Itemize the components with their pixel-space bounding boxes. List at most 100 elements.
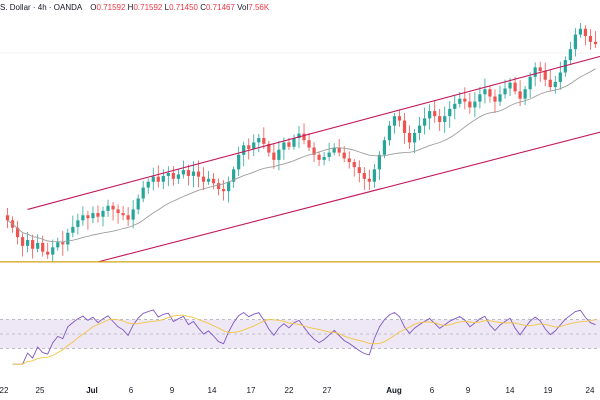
- x-tick-label: 9: [170, 386, 175, 395]
- x-tick-label: 6: [430, 386, 435, 395]
- candle: [146, 178, 150, 195]
- x-tick-label: Jul: [86, 386, 98, 395]
- low-value: 0.71450: [169, 3, 198, 12]
- x-tick-label: 9: [466, 386, 471, 395]
- candle: [181, 160, 186, 179]
- candle-body: [111, 205, 115, 210]
- candle-body: [171, 173, 175, 179]
- volume-value: 7.56K: [248, 3, 270, 12]
- candle-body: [156, 176, 160, 182]
- candle: [367, 169, 371, 191]
- candle: [317, 151, 321, 166]
- oscillator-pane[interactable]: [0, 309, 600, 365]
- candle-body: [221, 189, 226, 192]
- candle-body: [508, 82, 512, 89]
- candle-body: [292, 138, 296, 147]
- candle: [247, 138, 251, 160]
- candle-body: [397, 116, 402, 121]
- candle: [402, 112, 407, 144]
- candle-body: [211, 178, 216, 184]
- candle-body: [252, 142, 256, 149]
- candle-body: [131, 209, 135, 220]
- candle-body: [31, 240, 35, 249]
- candle: [126, 207, 130, 227]
- candle-body: [332, 147, 336, 153]
- candle: [513, 76, 517, 95]
- candle: [548, 69, 552, 92]
- x-tick-label: 19: [544, 386, 553, 395]
- candle: [538, 61, 542, 82]
- candle-body: [196, 171, 201, 177]
- candle-body: [433, 111, 437, 117]
- candle: [483, 78, 487, 104]
- candle: [227, 176, 231, 203]
- candle-body: [428, 111, 432, 119]
- candle: [347, 151, 351, 169]
- candle: [433, 100, 437, 123]
- candle-body: [216, 183, 221, 190]
- x-tick-label: 24: [586, 386, 595, 395]
- candle: [438, 108, 442, 132]
- candle: [206, 171, 211, 185]
- candle: [101, 206, 105, 227]
- candle: [443, 106, 447, 133]
- x-tick-label: 27: [323, 386, 332, 395]
- candle-body: [272, 152, 276, 160]
- candle-body: [488, 89, 492, 97]
- candle-body: [267, 143, 271, 153]
- candle: [453, 95, 457, 120]
- moving-average-line: [7, 68, 596, 243]
- candle: [342, 146, 346, 163]
- candle: [232, 166, 236, 188]
- candle-body: [352, 162, 356, 168]
- close-label: C: [200, 3, 206, 12]
- candle-body: [362, 173, 366, 179]
- candle-body: [121, 213, 125, 216]
- candle: [458, 91, 462, 108]
- candle-body: [46, 251, 50, 255]
- candle: [151, 167, 155, 191]
- candle: [196, 160, 201, 188]
- channel-lower-line: [97, 131, 600, 263]
- candle-body: [181, 170, 186, 175]
- candle-body: [533, 67, 537, 77]
- candle-body: [578, 28, 583, 35]
- candle: [362, 167, 366, 190]
- candle: [71, 215, 75, 238]
- candle: [372, 164, 376, 188]
- high-value: 0.71592: [133, 3, 163, 12]
- candle: [242, 141, 246, 167]
- candle-body: [518, 91, 522, 99]
- candle: [106, 199, 110, 217]
- candle: [176, 169, 180, 184]
- candle: [131, 199, 135, 229]
- candle-body: [116, 209, 120, 214]
- candle-body: [106, 205, 110, 211]
- candle: [523, 85, 527, 106]
- candle-body: [277, 149, 281, 160]
- candle: [5, 208, 10, 229]
- x-tick-label: 25: [36, 386, 45, 395]
- candle: [563, 56, 567, 77]
- open-label: O: [90, 3, 97, 12]
- candle-body: [558, 72, 562, 82]
- candle-body: [483, 89, 487, 95]
- price-pane[interactable]: [0, 22, 600, 263]
- candle-body: [242, 145, 246, 155]
- candle-body: [423, 118, 427, 126]
- candle: [161, 169, 165, 189]
- candle-body: [51, 247, 55, 255]
- candle-body: [543, 71, 547, 80]
- candle-body: [191, 171, 196, 176]
- candle: [262, 127, 266, 150]
- candle: [20, 233, 25, 257]
- candle-body: [342, 152, 346, 159]
- candle-body: [513, 82, 517, 92]
- candle-body: [377, 154, 382, 170]
- candle: [382, 136, 387, 159]
- candle: [26, 231, 30, 253]
- candle-body: [438, 116, 442, 122]
- candle: [121, 206, 125, 221]
- candle-body: [468, 101, 472, 108]
